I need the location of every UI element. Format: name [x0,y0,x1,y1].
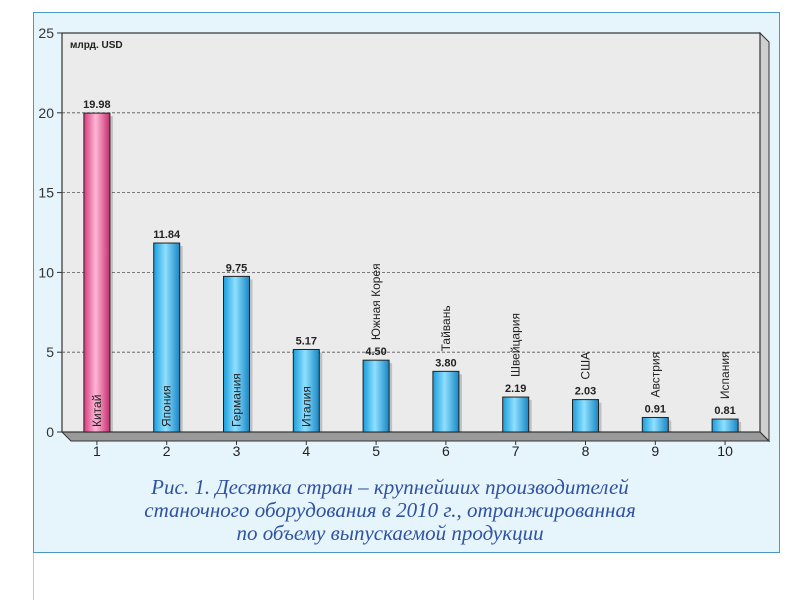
caption-line-2: станочного оборудования в 2010 г., отран… [144,498,636,522]
plot-floor [60,431,771,442]
bar [572,399,599,433]
bar-country-label: Швейцария [509,313,523,377]
x-tick-label: 6 [442,443,450,459]
x-tick-label: 3 [233,443,241,459]
x-tick-label: 2 [163,443,171,459]
bar-value-label: 0.91 [645,403,666,415]
bar-country-label: США [579,352,593,380]
bar [641,416,669,433]
bar-value-label: 5.17 [296,335,317,347]
x-tick-label: 1 [93,443,101,459]
caption-line-1: Рис. 1. Десятка стран – крупнейших произ… [151,475,629,499]
bar-value-label: 4.50 [365,346,386,358]
bar-country-label: Тайвань [439,305,453,351]
y-tick-label: 20 [38,105,54,121]
y-tick-label: 25 [38,25,54,41]
bar-country-label: Австрия [648,352,662,398]
x-tick-label: 4 [302,443,310,459]
bar-value-label: 0.81 [714,405,735,417]
bar-country-label: Южная Корея [369,263,383,340]
figure-caption: Рис. 1. Десятка стран – крупнейших произ… [60,476,720,545]
unit-label: млрд. USD [70,40,123,51]
y-tick-label: 10 [38,264,54,280]
bar-value-label: 9.75 [226,262,247,274]
caption-line-3: по объему выпускаемой продукции [236,521,544,545]
plot-right-wall [759,31,770,443]
bar [153,242,181,433]
bar [711,418,739,433]
bar-value-label: 3.80 [435,357,456,369]
bar [223,275,250,433]
bar-value-label: 2.03 [575,386,596,398]
x-tick-label: 10 [717,443,733,459]
y-tick-label: 5 [46,344,54,360]
bar [292,348,320,433]
bar-country-label: Италия [299,386,313,427]
bar [502,396,530,433]
y-tick-label: 0 [46,424,54,440]
y-tick-label: 15 [38,185,54,201]
bar-country-label: Испания [718,351,732,399]
page-margin-line [33,553,34,600]
bar [432,370,460,433]
bar [83,112,111,433]
x-tick-label: 9 [651,443,659,459]
plot-frame [61,32,761,433]
x-tick-label: 8 [582,443,590,459]
bar-country-label: Германия [230,373,244,427]
bar-value-label: 2.19 [505,383,526,395]
x-tick-label: 5 [372,443,380,459]
bar-value-label: 11.84 [153,229,181,241]
bar-country-label: Китай [90,395,104,427]
bar-value-label: 19.98 [83,99,111,111]
x-tick-label: 7 [512,443,520,459]
bar [362,359,390,433]
bar-country-label: Япония [160,385,174,427]
